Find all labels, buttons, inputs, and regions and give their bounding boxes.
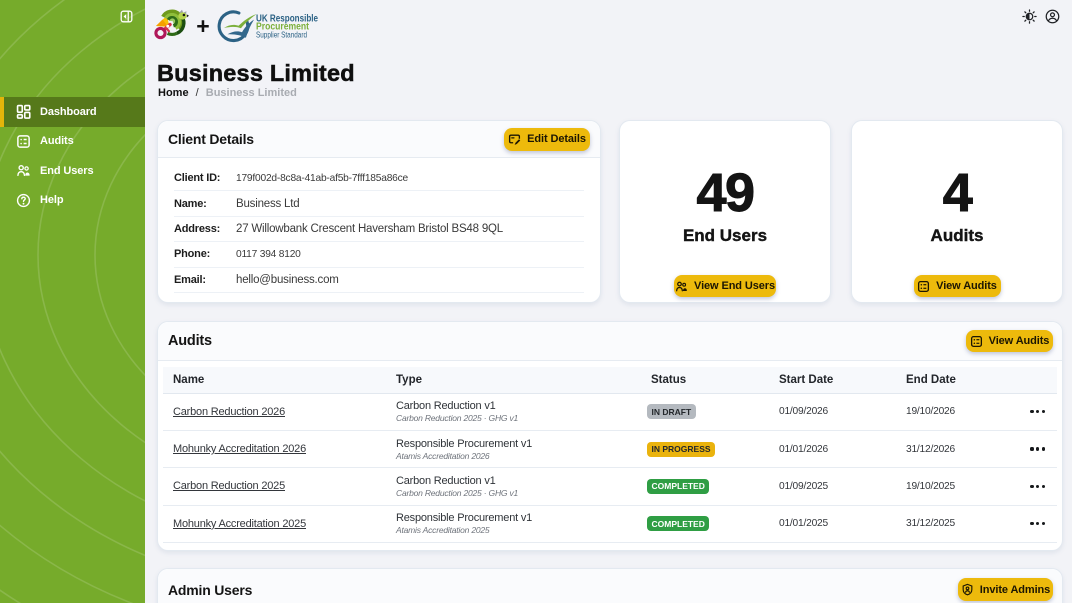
svg-text:Procurement: Procurement	[256, 22, 310, 33]
svg-text:Supplier Standard: Supplier Standard	[256, 31, 307, 40]
svg-text:UK Responsible: UK Responsible	[256, 14, 318, 25]
